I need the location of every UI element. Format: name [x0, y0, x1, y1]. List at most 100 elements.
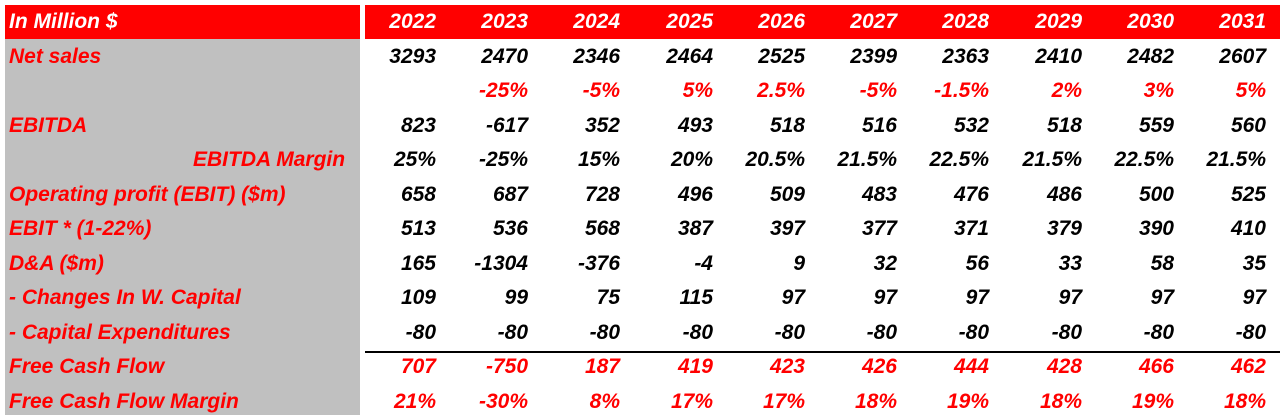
table-cell: 58 — [1150, 251, 1174, 275]
table-cell: 423 — [769, 355, 805, 378]
row-label: D&A ($m) — [9, 251, 104, 275]
row-label: Free Cash Flow — [9, 355, 165, 378]
table-cell: 525 — [1230, 182, 1266, 206]
table-cell: 20.5% — [745, 148, 805, 171]
table-cell: 707 — [400, 355, 436, 378]
table-row: Free Cash Flow 707 -750 187 419 423 426 444 428 4… — [0, 350, 1280, 384]
table-cell: -1.5% — [934, 79, 989, 102]
table-cell: 2363 — [942, 44, 989, 68]
table-cell: 18% — [854, 389, 897, 413]
table-cell: 22.5% — [1114, 148, 1174, 171]
year-header-2029: 2029 — [1035, 10, 1082, 33]
table-cell: 2.5% — [757, 79, 805, 102]
header-label-background — [5, 5, 360, 39]
year-header-2025: 2025 — [666, 10, 713, 33]
table-cell: -80 — [497, 320, 528, 344]
table-cell: 97 — [781, 286, 805, 309]
table-cell: 17% — [762, 389, 805, 413]
table-cell: 2346 — [573, 44, 620, 68]
year-header-background — [365, 5, 1280, 39]
table-cell: 390 — [1138, 217, 1174, 240]
table-cell: 2% — [1051, 79, 1082, 102]
table-cell: 532 — [953, 113, 989, 137]
table-cell: 476 — [953, 182, 989, 206]
table-cell: -80 — [1051, 320, 1082, 344]
table-cell: -80 — [958, 320, 989, 344]
table-cell: 493 — [677, 113, 713, 137]
table-cell: 466 — [1138, 355, 1174, 378]
table-cell: -4 — [694, 251, 713, 275]
table-row: - Changes In W. Capital 109 99 75 115 97 97 97 9… — [0, 281, 1280, 315]
table-cell: 21.5% — [1206, 148, 1266, 171]
table-cell: -80 — [682, 320, 713, 344]
table-cell: 97 — [873, 286, 897, 309]
table-cell: 2399 — [850, 44, 897, 68]
table-cell: 115 — [679, 286, 713, 309]
table-cell: 518 — [769, 113, 805, 137]
table-row: Free Cash Flow Margin 21% -30% 8% 17% 17% 18% 1… — [0, 385, 1280, 419]
table-cell: -5% — [582, 79, 620, 102]
table-cell: -30% — [478, 389, 528, 413]
year-header-2030: 2030 — [1127, 10, 1174, 33]
table-cell: 187 — [584, 355, 620, 378]
table-cell: 496 — [677, 182, 713, 206]
header-row: In Million $ 2022 2023 2024 2025 2026 2027 2028… — [0, 5, 1280, 39]
table-cell: 2464 — [666, 44, 713, 68]
row-label: Free Cash Flow Margin — [9, 389, 239, 413]
table-cell: -80 — [866, 320, 897, 344]
table-cell: 371 — [953, 217, 989, 240]
row-label: Net sales — [9, 44, 102, 68]
table-cell: 509 — [769, 182, 805, 206]
table-cell: -5% — [859, 79, 897, 102]
table-row: Net sales 3293 2470 2346 2464 2525 2399 2363 241… — [0, 40, 1280, 74]
table-cell: 56 — [965, 251, 989, 275]
table-cell: 513 — [400, 217, 436, 240]
table-cell: 2525 — [758, 44, 805, 68]
table-cell: 410 — [1230, 217, 1266, 240]
table-cell: 33 — [1058, 251, 1082, 275]
table-cell: 15% — [577, 148, 620, 171]
table-cell: 687 — [492, 182, 528, 206]
row-label: EBITDA — [9, 113, 88, 137]
table-cell: 486 — [1046, 182, 1082, 206]
table-cell: 823 — [400, 113, 436, 137]
table-cell: 3% — [1143, 79, 1174, 102]
table-cell: 568 — [584, 217, 620, 240]
table-cell: 3293 — [389, 44, 436, 68]
year-header-2023: 2023 — [481, 10, 528, 33]
row-label: EBIT * (1-22%) — [9, 217, 152, 240]
table-cell: -80 — [1235, 320, 1266, 344]
table-cell: 25% — [393, 148, 436, 171]
total-divider-line — [365, 351, 1280, 353]
table-row: Operating profit (EBIT) ($m) 658 687 728 496… — [0, 178, 1280, 212]
table-row: - Capital Expenditures -80 -80 -80 -80 -80 -80… — [0, 316, 1280, 350]
year-header-2028: 2028 — [942, 10, 989, 33]
table-row: D&A ($m) 165 -1304 -376 -4 9 32 56 33 58 35 — [0, 247, 1280, 281]
table-cell: 5% — [682, 79, 713, 102]
table-cell: -1304 — [474, 251, 528, 275]
table-cell: 19% — [1131, 389, 1174, 413]
row-label: - Capital Expenditures — [9, 320, 231, 344]
table-cell: 516 — [861, 113, 897, 137]
year-header-2022: 2022 — [389, 10, 436, 33]
table-cell: -376 — [577, 251, 620, 275]
table-cell: 20% — [670, 148, 713, 171]
table-row: -25% -5% 5% 2.5% -5% -1.5% 2% 3% 5% — [0, 74, 1280, 108]
table-cell: 483 — [861, 182, 897, 206]
table-cell: 560 — [1230, 113, 1266, 137]
year-header-2027: 2027 — [850, 10, 897, 33]
table-cell: -617 — [485, 113, 528, 137]
table-cell: 387 — [677, 217, 713, 240]
table-cell: -750 — [485, 355, 528, 378]
table-cell: 397 — [769, 217, 805, 240]
table-cell: 2482 — [1127, 44, 1174, 68]
table-cell: 32 — [873, 251, 897, 275]
table-cell: 2410 — [1035, 44, 1082, 68]
table-cell: 18% — [1223, 389, 1266, 413]
table-cell: 75 — [596, 286, 620, 309]
table-title: In Million $ — [9, 10, 118, 33]
table-cell: -25% — [478, 148, 528, 171]
table-cell: 426 — [861, 355, 897, 378]
table-cell: 559 — [1138, 113, 1174, 137]
table-cell: 18% — [1039, 389, 1082, 413]
